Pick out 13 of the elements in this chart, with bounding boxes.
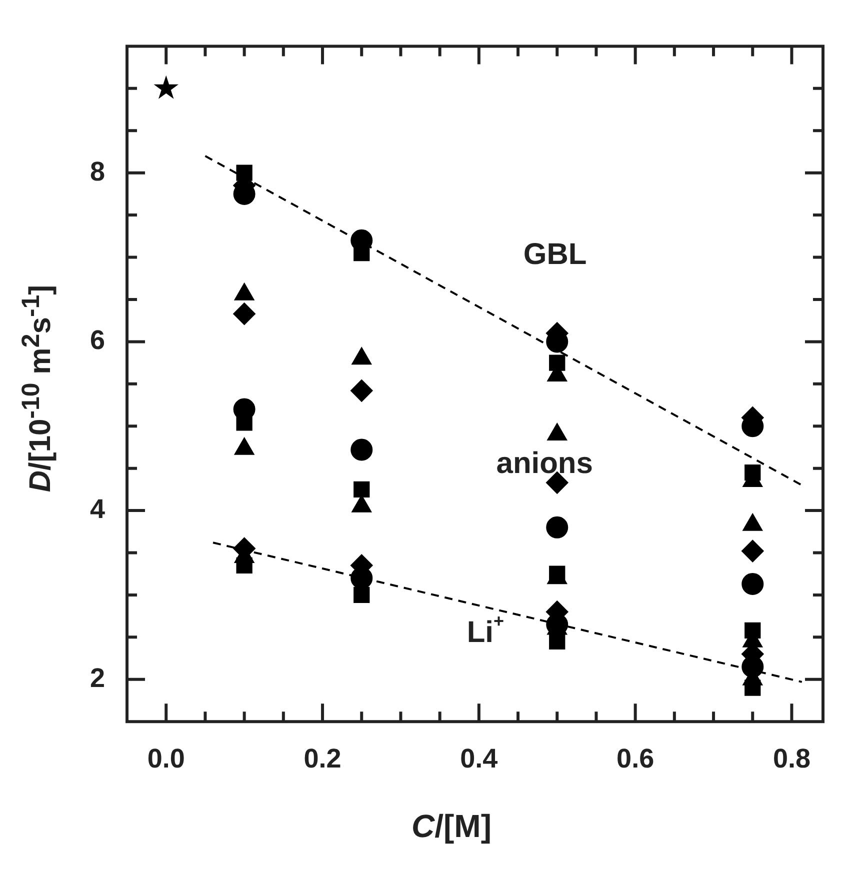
x-tick-label: 0.4 [460,743,498,774]
x-axis-title: C/[M] [410,808,492,845]
x-tick-label: 0.6 [616,743,654,774]
y-tick-label: 4 [90,494,106,524]
x-tick-label: 0.0 [147,743,185,774]
x-tick-label: 0.2 [304,743,342,774]
y-tick-label: 2 [90,662,106,693]
y-tick-label: 6 [90,325,106,356]
annotation: GBL [523,238,587,271]
annotation: Li+ [466,610,504,650]
x-tick-label: 0.8 [772,743,810,774]
annotation: anions [496,447,593,480]
y-tick-label: 8 [90,156,106,186]
